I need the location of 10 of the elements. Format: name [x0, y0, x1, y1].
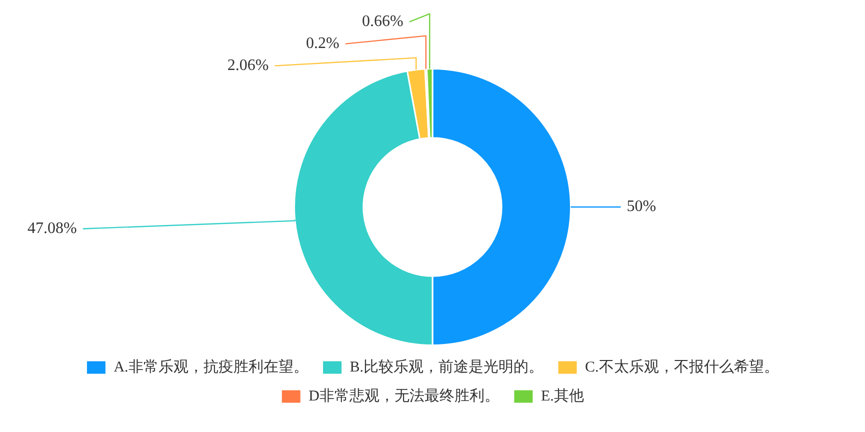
data-label: 0.66%: [362, 13, 404, 30]
legend-label: B.比较乐观，前途是光明的。: [350, 358, 544, 376]
legend-label: D非常悲观，无法最终胜利。: [308, 387, 500, 404]
legend-label: A.非常乐观，抗疫胜利在望。: [114, 358, 308, 376]
legend-label: E.其他: [540, 387, 584, 404]
data-label: 47.08%: [28, 220, 77, 237]
data-label: 2.06%: [227, 57, 269, 74]
legend-label: C.不太乐观，不报什么希望。: [585, 358, 779, 376]
data-label: 50%: [626, 198, 656, 216]
data-label: 0.2%: [306, 35, 340, 52]
